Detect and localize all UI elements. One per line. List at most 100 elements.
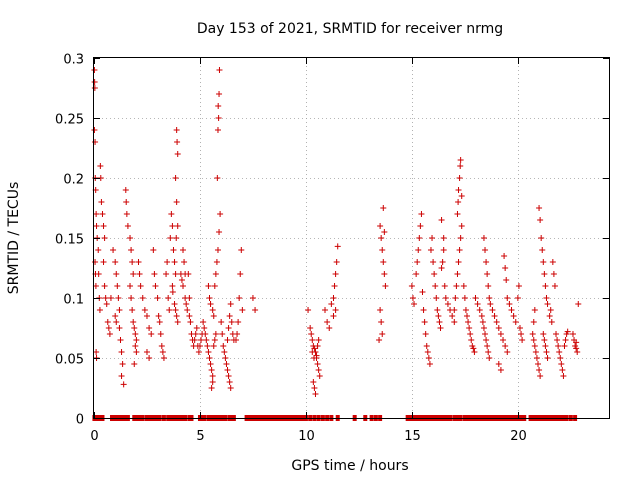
data-point (156, 319, 163, 325)
data-point (169, 283, 176, 289)
data-point (173, 127, 180, 133)
data-point (558, 361, 565, 367)
data-point (227, 301, 234, 307)
data-point (427, 247, 434, 253)
data-point (215, 103, 222, 109)
data-point (330, 295, 337, 301)
chart-title: Day 153 of 2021, SRMTID for receiver nrm… (197, 21, 503, 37)
data-point (504, 295, 511, 301)
data-point (225, 325, 232, 331)
data-point (557, 355, 564, 361)
data-point (379, 331, 386, 337)
data-point (414, 259, 421, 265)
data-point (207, 301, 214, 307)
data-point (129, 259, 136, 265)
data-point (220, 343, 227, 349)
data-point (518, 331, 525, 337)
data-point (436, 319, 443, 325)
data-point (167, 235, 174, 241)
data-point (159, 349, 166, 355)
y-tick-label: 0.1 (63, 293, 84, 308)
data-point (554, 337, 561, 343)
data-point (434, 307, 441, 313)
data-point (486, 295, 493, 301)
data-point (91, 67, 98, 73)
data-point (330, 313, 337, 319)
data-point (380, 205, 387, 211)
ticks-layer: 0 0.05 0.1 0.15 0.2 0.25 0.3 0 5 10 15 20 (55, 53, 609, 444)
data-point (510, 313, 517, 319)
data-point (174, 151, 181, 157)
data-point (483, 259, 490, 265)
data-point (193, 325, 200, 331)
data-point (201, 325, 208, 331)
data-point (422, 331, 429, 337)
data-point (130, 271, 137, 277)
data-point (214, 247, 221, 253)
data-point (128, 247, 135, 253)
data-point (119, 361, 126, 367)
data-point (539, 247, 546, 253)
data-point (157, 331, 164, 337)
data-point (131, 325, 138, 331)
data-point (117, 337, 124, 343)
data-point (440, 235, 447, 241)
data-point (497, 331, 504, 337)
data-point (484, 343, 491, 349)
data-point (217, 211, 224, 217)
data-point (310, 379, 317, 385)
data-point (118, 373, 125, 379)
data-point (186, 313, 193, 319)
data-point (508, 307, 515, 313)
plot-frame (93, 57, 610, 419)
data-point (216, 91, 223, 97)
data-point (186, 295, 193, 301)
data-point (236, 295, 243, 301)
data-point (378, 319, 385, 325)
data-point (573, 345, 580, 352)
data-point (379, 247, 386, 253)
data-point (100, 223, 107, 229)
data-point (165, 295, 172, 301)
data-point (185, 271, 192, 277)
data-points-layer (91, 67, 582, 397)
data-point (529, 331, 536, 337)
data-point (433, 295, 440, 301)
data-point (502, 343, 509, 349)
data-point (107, 295, 114, 301)
data-point (485, 349, 492, 355)
data-point (309, 337, 316, 343)
data-point (164, 259, 171, 265)
data-point (170, 247, 177, 253)
data-point (92, 259, 99, 265)
data-point (426, 361, 433, 367)
data-point (216, 67, 223, 73)
y-tick-label: 0.05 (55, 353, 84, 368)
data-point (328, 301, 335, 307)
data-point (416, 235, 423, 241)
data-point (92, 139, 99, 145)
data-point (163, 271, 170, 277)
data-point (311, 385, 318, 391)
data-point (451, 307, 458, 313)
data-point (316, 373, 323, 379)
data-point (172, 175, 179, 181)
data-point (192, 331, 199, 337)
data-point (376, 337, 383, 343)
data-point (172, 271, 179, 277)
data-point (466, 325, 473, 331)
data-point (196, 343, 203, 349)
data-point (491, 313, 498, 319)
data-point (471, 349, 478, 355)
data-point (421, 319, 428, 325)
data-point (438, 217, 445, 223)
data-point (551, 283, 558, 289)
data-point (208, 367, 215, 373)
data-point (120, 381, 127, 388)
data-point (213, 259, 220, 265)
data-point (409, 295, 416, 301)
data-point (95, 247, 102, 253)
data-point (423, 343, 430, 349)
data-point (548, 319, 555, 325)
